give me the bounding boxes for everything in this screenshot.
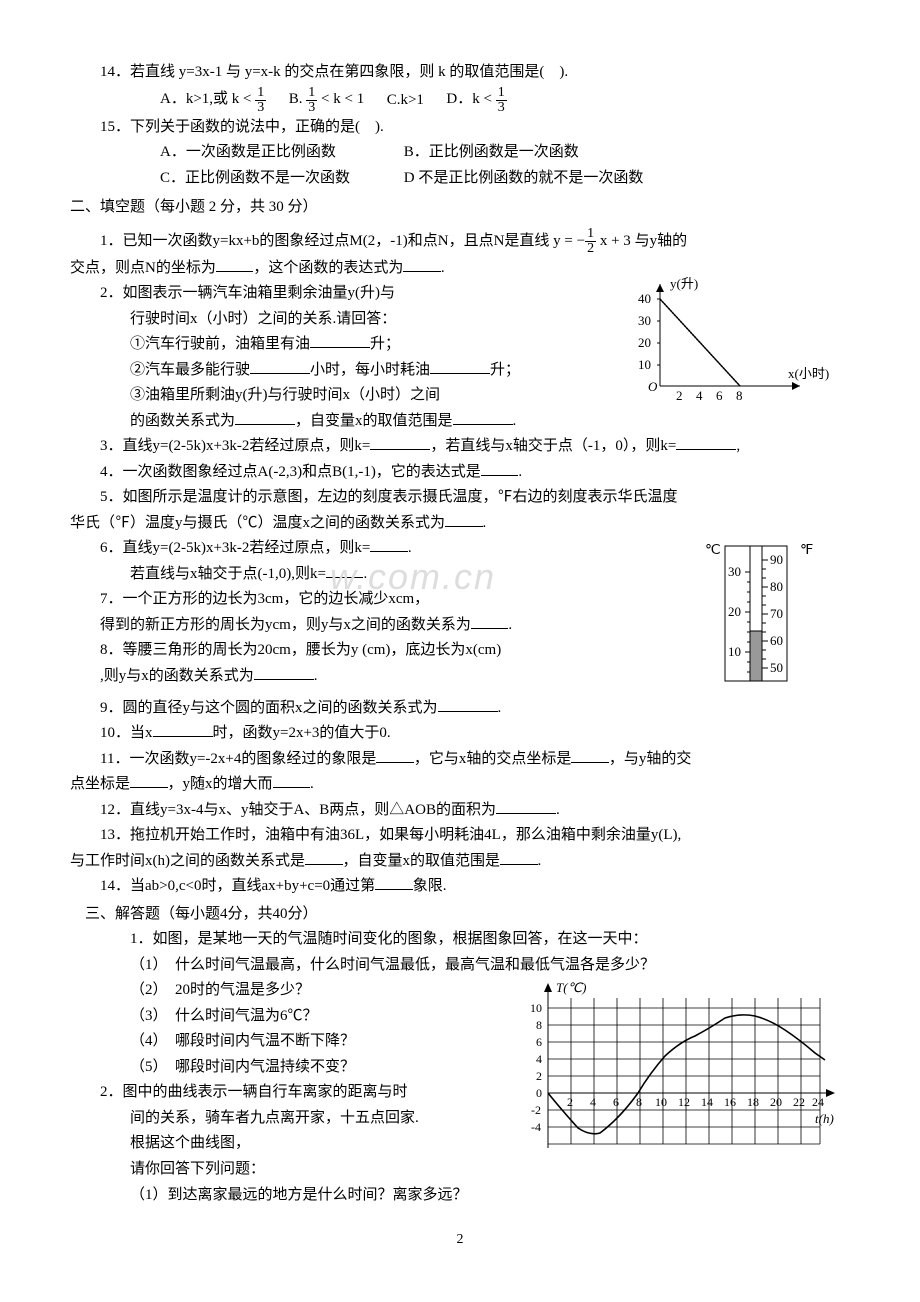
svg-text:2: 2: [567, 1095, 573, 1109]
q14-optA: A．k>1,或 k < 13: [160, 91, 266, 107]
svg-text:4: 4: [696, 388, 703, 403]
q14-optB: B. 13 < k < 1: [289, 91, 364, 107]
section3-title: 三、解答题（每小题4分，共40分）: [70, 902, 850, 928]
f11-l1: 11．一次函数y=-2x+4的图象经过的象限是，它与x轴的交点坐标是，与y轴的交: [70, 747, 850, 773]
svg-text:30: 30: [728, 564, 741, 579]
svg-text:4: 4: [536, 1052, 542, 1066]
q14-stem: 14．若直线 y=3x-1 与 y=x-k 的交点在第四象限，则 k 的取值范围…: [70, 60, 850, 86]
temp-chart: T(℃) t(h): [530, 978, 840, 1183]
svg-text:18: 18: [747, 1095, 759, 1109]
svg-text:℃: ℃: [705, 543, 721, 558]
svg-text:60: 60: [770, 633, 783, 648]
svg-text:10: 10: [728, 644, 741, 659]
svg-text:80: 80: [770, 579, 783, 594]
svg-text:20: 20: [638, 335, 651, 350]
svg-text:12: 12: [678, 1095, 690, 1109]
section2-title: 二、填空题（每小题 2 分，共 30 分）: [70, 195, 850, 221]
ylabel: y(升): [670, 276, 698, 291]
svg-text:-2: -2: [531, 1103, 541, 1117]
q15-optC: C．正比例函数不是一次函数: [160, 166, 400, 192]
svg-text:30: 30: [638, 313, 651, 328]
q14-optC: C.k>1: [387, 91, 424, 107]
page-number: 2: [70, 1228, 850, 1252]
svg-text:8: 8: [536, 1018, 542, 1032]
xlabel: x(小时): [788, 366, 829, 381]
f10: 10．当x时，函数y=2x+3的值大于0.: [70, 721, 850, 747]
svg-text:8: 8: [636, 1095, 642, 1109]
q14-options: A．k>1,或 k < 13 B. 13 < k < 1 C.k>1 D．k <…: [70, 86, 850, 115]
svg-text:10: 10: [655, 1095, 667, 1109]
svg-text:20: 20: [728, 604, 741, 619]
f2-chart: y(升) x(小时) O 40 30 20 10 2 4 6 8: [630, 276, 830, 416]
q15-optA: A．一次函数是正比例函数: [160, 140, 400, 166]
svg-text:6: 6: [716, 388, 723, 403]
svg-text:-4: -4: [531, 1120, 541, 1134]
svg-text:0: 0: [536, 1086, 542, 1100]
s1-stem: 1．如图，是某地一天的气温随时间变化的图象，根据图象回答，在这一天中：: [70, 927, 850, 953]
svg-text:T(℃): T(℃): [556, 980, 587, 995]
svg-text:40: 40: [638, 291, 651, 306]
svg-text:50: 50: [770, 660, 783, 675]
svg-text:t(h): t(h): [815, 1111, 834, 1126]
f9: 9．圆的直径y与这个圆的面积x之间的函数关系式为.: [70, 696, 850, 722]
f3: 3．直线y=(2-5k)x+3k-2若经过原点，则k=，若直线与x轴交于点（-1…: [70, 434, 850, 460]
svg-text:4: 4: [590, 1095, 596, 1109]
f4: 4．一次函数图象经过点A(-2,3)和点B(1,-1)，它的表达式是.: [70, 460, 850, 486]
f5-l1: 5．如图所示是温度计的示意图，左边的刻度表示摄氏温度，℉右边的刻度表示华氏温度: [70, 485, 850, 511]
f1: 1．已知一次函数y=kx+b的图象经过点M(2，-1)和点N，且点N是直线 y …: [70, 227, 850, 256]
q15-stem: 15．下列关于函数的说法中，正确的是( ).: [70, 115, 850, 141]
q14-text: 14．若直线 y=3x-1 与 y=x-k 的交点在第四象限，则 k 的取值范围…: [100, 64, 568, 80]
svg-text:90: 90: [770, 552, 783, 567]
f13-l1: 13．拖拉机开始工作时，油箱中有油36L，如果每小明耗油4L，那么油箱中剩余油量…: [70, 823, 850, 849]
svg-text:22: 22: [793, 1095, 805, 1109]
thermometer: ℃ ℉ 30 20 10 90 80 70 60 50: [700, 536, 820, 696]
f14: 14．当ab>0,c<0时，直线ax+by+c=0通过第象限.: [70, 874, 850, 900]
svg-text:6: 6: [613, 1095, 619, 1109]
q15-optB: B．正比例函数是一次函数: [404, 144, 579, 160]
svg-text:14: 14: [701, 1095, 713, 1109]
svg-text:℉: ℉: [800, 543, 813, 558]
f2-block: y(升) x(小时) O 40 30 20 10 2 4 6 8 2．如图表示一…: [70, 281, 850, 434]
origin: O: [648, 379, 658, 394]
svg-text:20: 20: [770, 1095, 782, 1109]
fuel-chart-svg: y(升) x(小时) O 40 30 20 10 2 4 6 8: [630, 276, 830, 406]
svg-text:6: 6: [536, 1035, 542, 1049]
f11-l2: 点坐标是，y随x的增大而.: [70, 772, 850, 798]
s2-p1: （1）到达离家最远的地方是什么时间？离家多远？: [70, 1183, 850, 1209]
f12: 12．直线y=3x-4与x、y轴交于A、B两点，则△AOB的面积为.: [70, 798, 850, 824]
svg-text:70: 70: [770, 606, 783, 621]
svg-text:10: 10: [638, 357, 651, 372]
svg-text:24: 24: [812, 1095, 824, 1109]
svg-text:10: 10: [530, 1001, 542, 1015]
svg-text:2: 2: [536, 1069, 542, 1083]
q14-optD: D．k < 13: [446, 91, 506, 107]
q15-optD: D 不是正比例函数的就不是一次函数: [404, 170, 644, 186]
s1-p1: （1） 什么时间气温最高，什么时间气温最低，最高气温和最低气温各是多少？: [70, 953, 850, 979]
svg-text:16: 16: [724, 1095, 736, 1109]
f13-l2: 与工作时间x(h)之间的函数关系式是，自变量x的取值范围是.: [70, 849, 850, 875]
svg-text:2: 2: [676, 388, 683, 403]
q15-options: A．一次函数是正比例函数 B．正比例函数是一次函数 C．正比例函数不是一次函数 …: [70, 140, 850, 191]
f5-l2: 华氏（℉）温度y与摄氏（℃）温度x之间的函数关系式为.: [70, 511, 850, 537]
svg-text:8: 8: [736, 388, 743, 403]
